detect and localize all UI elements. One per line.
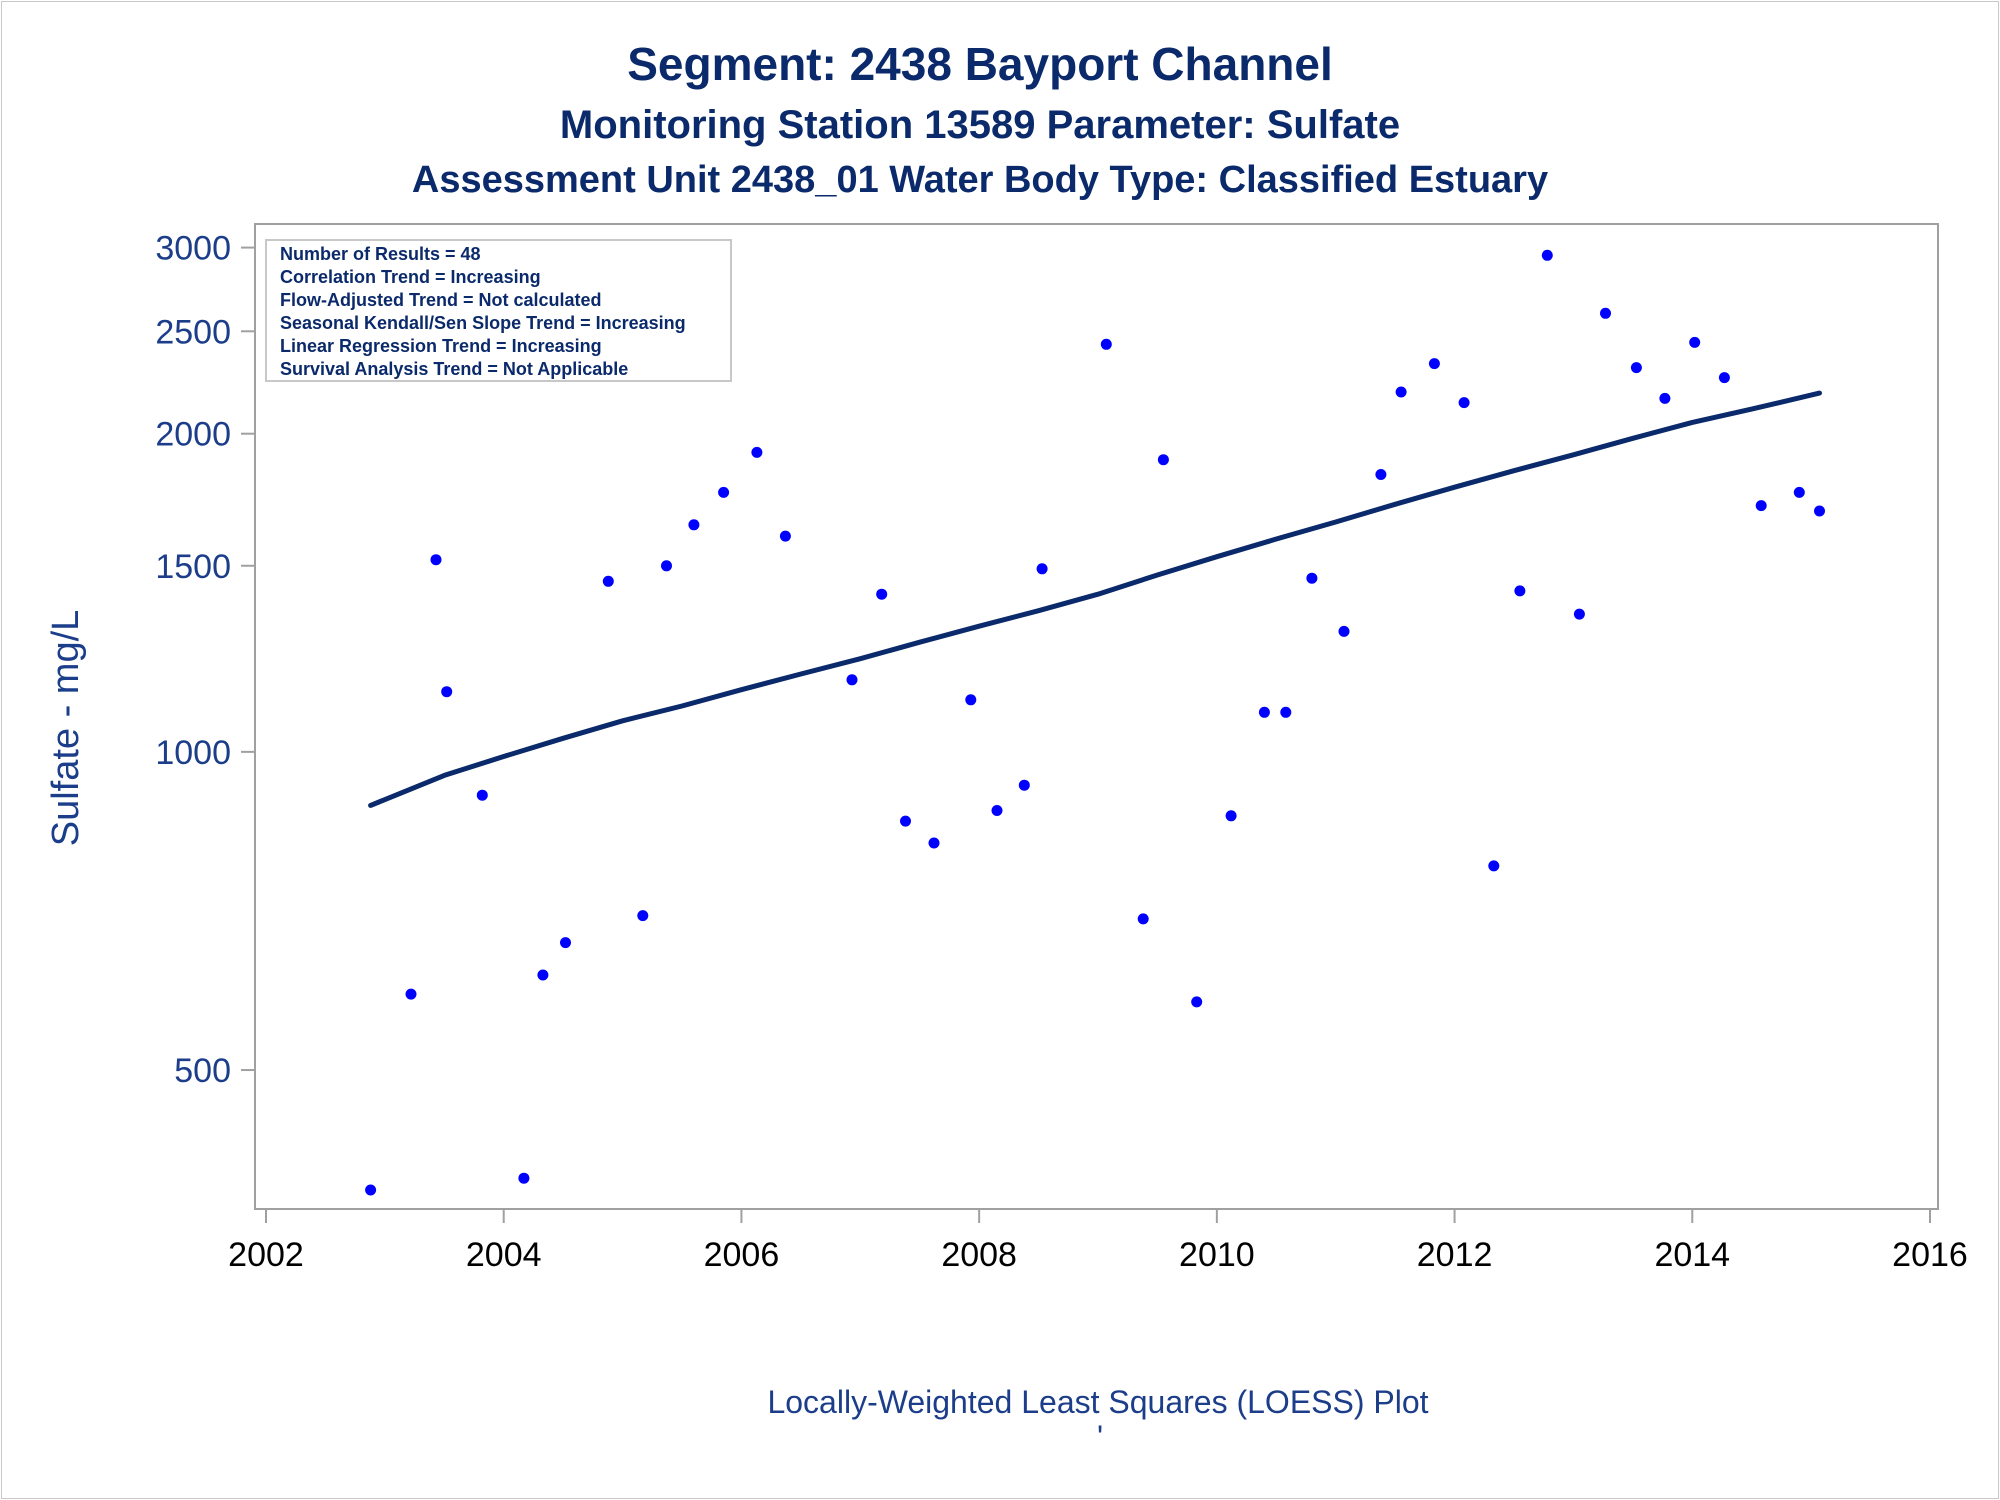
data-point — [779, 530, 791, 542]
x-tick-label: 2004 — [466, 1236, 542, 1274]
x-axis: 2002 2004 2006 2008 2010 2012 2014 2016 — [228, 1209, 1968, 1274]
y-tick-label: 1000 — [155, 734, 231, 772]
data-point — [1018, 779, 1030, 791]
chart-title: Segment: 2438 Bayport Channel — [627, 38, 1333, 90]
data-point — [1306, 572, 1318, 584]
data-point — [1375, 469, 1387, 480]
data-point — [876, 588, 888, 600]
data-point — [560, 937, 571, 949]
x-tick-label: 2016 — [1892, 1236, 1968, 1274]
data-point — [1793, 486, 1805, 498]
stats-line: Number of Results = 48 — [280, 244, 481, 264]
data-point — [928, 837, 940, 849]
data-point — [1100, 338, 1112, 350]
y-tick-label: 2000 — [155, 416, 231, 454]
data-point — [1428, 358, 1440, 370]
data-point — [1573, 608, 1585, 620]
stats-line: Correlation Trend = Increasing — [280, 267, 541, 287]
data-point — [1338, 625, 1350, 637]
data-point — [1191, 996, 1203, 1008]
data-point — [365, 1184, 377, 1196]
y-tick-label: 1500 — [155, 548, 231, 586]
data-point — [1395, 386, 1407, 398]
chart-subtitle: Monitoring Station 13589 Parameter: Sulf… — [560, 103, 1400, 147]
y-tick-label: 3000 — [155, 230, 231, 268]
y-axis-title: Sulfate - mg/L — [45, 610, 87, 847]
data-point — [965, 694, 977, 706]
y-tick-label: 2500 — [155, 313, 231, 351]
data-point — [602, 575, 614, 587]
data-point — [1280, 706, 1292, 718]
footer-mark: ' — [1097, 1419, 1103, 1455]
stats-line: Seasonal Kendall/Sen Slope Trend = Incre… — [280, 313, 686, 333]
stats-lines: Number of Results = 48 Correlation Trend … — [280, 244, 686, 379]
data-point — [1036, 563, 1048, 575]
data-point — [1258, 706, 1270, 718]
stats-line: Survival Analysis Trend = Not Applicable — [280, 359, 628, 379]
data-point — [688, 519, 700, 531]
data-point — [1488, 860, 1500, 872]
data-point — [537, 969, 549, 981]
data-point — [1689, 336, 1701, 348]
x-tick-label: 2012 — [1417, 1236, 1493, 1274]
data-point — [518, 1172, 530, 1184]
data-point — [1514, 585, 1526, 597]
data-point — [1755, 500, 1767, 512]
data-point — [846, 674, 858, 686]
data-point — [441, 686, 453, 698]
data-point — [1630, 362, 1642, 374]
data-point — [430, 554, 442, 566]
data-point — [1814, 505, 1825, 517]
plot-area — [254, 223, 1939, 1210]
y-axis: 500 1000 1500 2000 2500 3000 — [155, 230, 255, 1090]
stats-box — [265, 239, 732, 382]
chart-subtitle-2: Assessment Unit 2438_01 Water Body Type:… — [412, 159, 1548, 201]
loess-trend-line — [368, 390, 1822, 808]
data-point — [1659, 392, 1671, 404]
data-point — [405, 988, 417, 1000]
data-point — [661, 560, 672, 572]
data-point — [991, 805, 1003, 816]
data-point — [1157, 454, 1169, 466]
data-point — [1458, 397, 1470, 409]
data-points — [365, 249, 1825, 1196]
data-point — [1541, 249, 1553, 261]
data-point — [1718, 372, 1730, 384]
footer-caption: Locally-Weighted Least Squares (LOESS) P… — [767, 1384, 1428, 1420]
x-tick-label: 2014 — [1654, 1236, 1730, 1274]
data-point — [751, 446, 763, 458]
x-tick-label: 2006 — [704, 1236, 780, 1274]
data-point — [637, 910, 649, 922]
data-point — [1137, 913, 1149, 925]
stats-line: Linear Regression Trend = Increasing — [280, 336, 602, 356]
data-point — [476, 789, 488, 801]
y-tick-label: 500 — [174, 1052, 231, 1090]
data-point — [900, 815, 911, 827]
stats-line: Flow-Adjusted Trend = Not calculated — [280, 290, 602, 310]
data-point — [1600, 307, 1611, 319]
x-tick-label: 2010 — [1179, 1236, 1255, 1274]
x-tick-label: 2002 — [228, 1236, 304, 1274]
data-point — [1225, 810, 1237, 822]
x-tick-label: 2008 — [941, 1236, 1017, 1274]
data-point — [718, 486, 730, 498]
